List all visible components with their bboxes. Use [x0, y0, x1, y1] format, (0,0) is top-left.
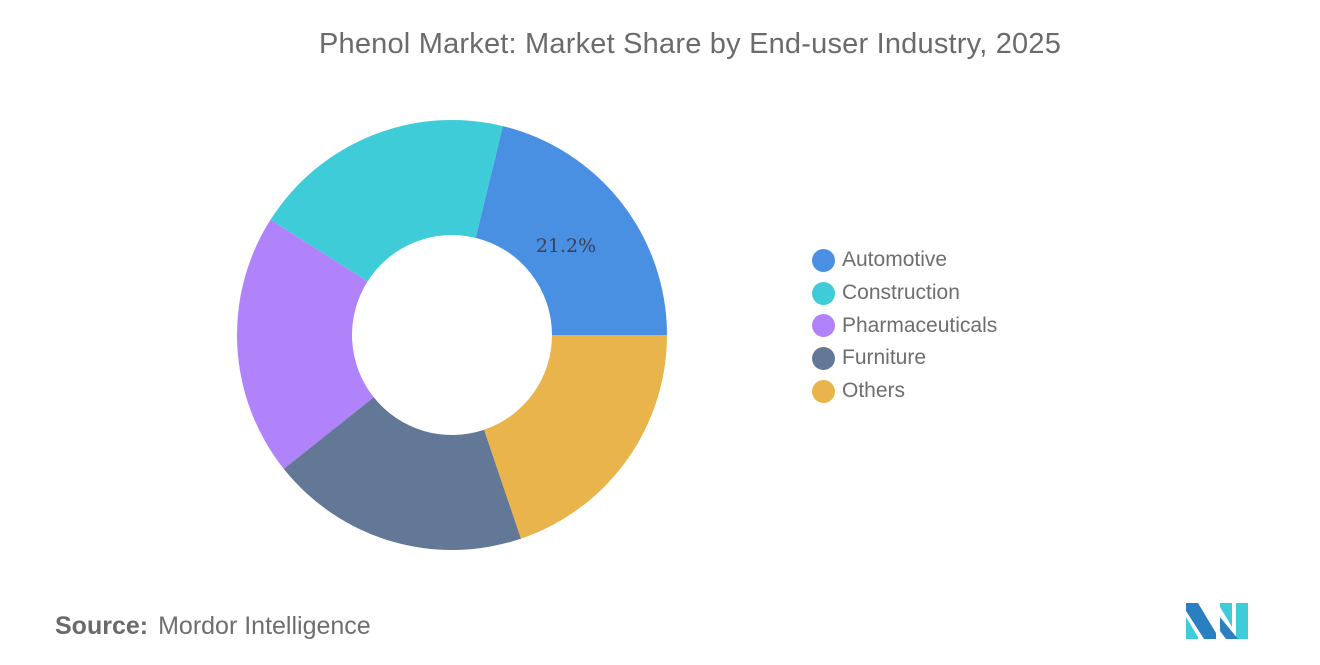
slice-furniture[interactable] [283, 397, 522, 550]
automotive-share-label: 21.2% [536, 235, 596, 257]
legend-label: Pharmaceuticals [842, 313, 998, 337]
legend-label: Automotive [842, 248, 948, 272]
legend-dot-icon [812, 281, 835, 305]
slice-construction[interactable] [270, 120, 503, 282]
slice-automotive[interactable] [475, 126, 667, 335]
source-value: Mordor Intelligence [158, 612, 371, 640]
legend-label: Others [842, 379, 906, 403]
legend-item-pharmaceuticals[interactable]: Pharmaceuticals [812, 309, 997, 342]
source-label: Source: [55, 612, 149, 640]
donut-chart: 21.2% [236, 120, 667, 550]
legend-dot-icon [812, 314, 835, 338]
legend-dot-icon [812, 248, 835, 272]
legend-item-others[interactable]: Others [812, 375, 997, 408]
slice-others[interactable] [484, 335, 667, 539]
mordor-intelligence-logo-icon [1186, 603, 1248, 639]
chart-title: Phenol Market: Market Share by End-user … [318, 28, 1062, 60]
legend-item-construction[interactable]: Construction [812, 277, 997, 310]
legend-dot-icon [812, 346, 835, 370]
legend: Automotive Construction Pharmaceuticals … [812, 244, 997, 407]
legend-label: Construction [842, 281, 960, 305]
legend-item-furniture[interactable]: Furniture [812, 342, 997, 375]
legend-label: Furniture [842, 346, 927, 370]
legend-dot-icon [812, 379, 835, 403]
source-note: Source: Mordor Intelligence [55, 612, 371, 641]
slice-pharmaceuticals[interactable] [236, 219, 374, 469]
legend-item-automotive[interactable]: Automotive [812, 244, 997, 277]
